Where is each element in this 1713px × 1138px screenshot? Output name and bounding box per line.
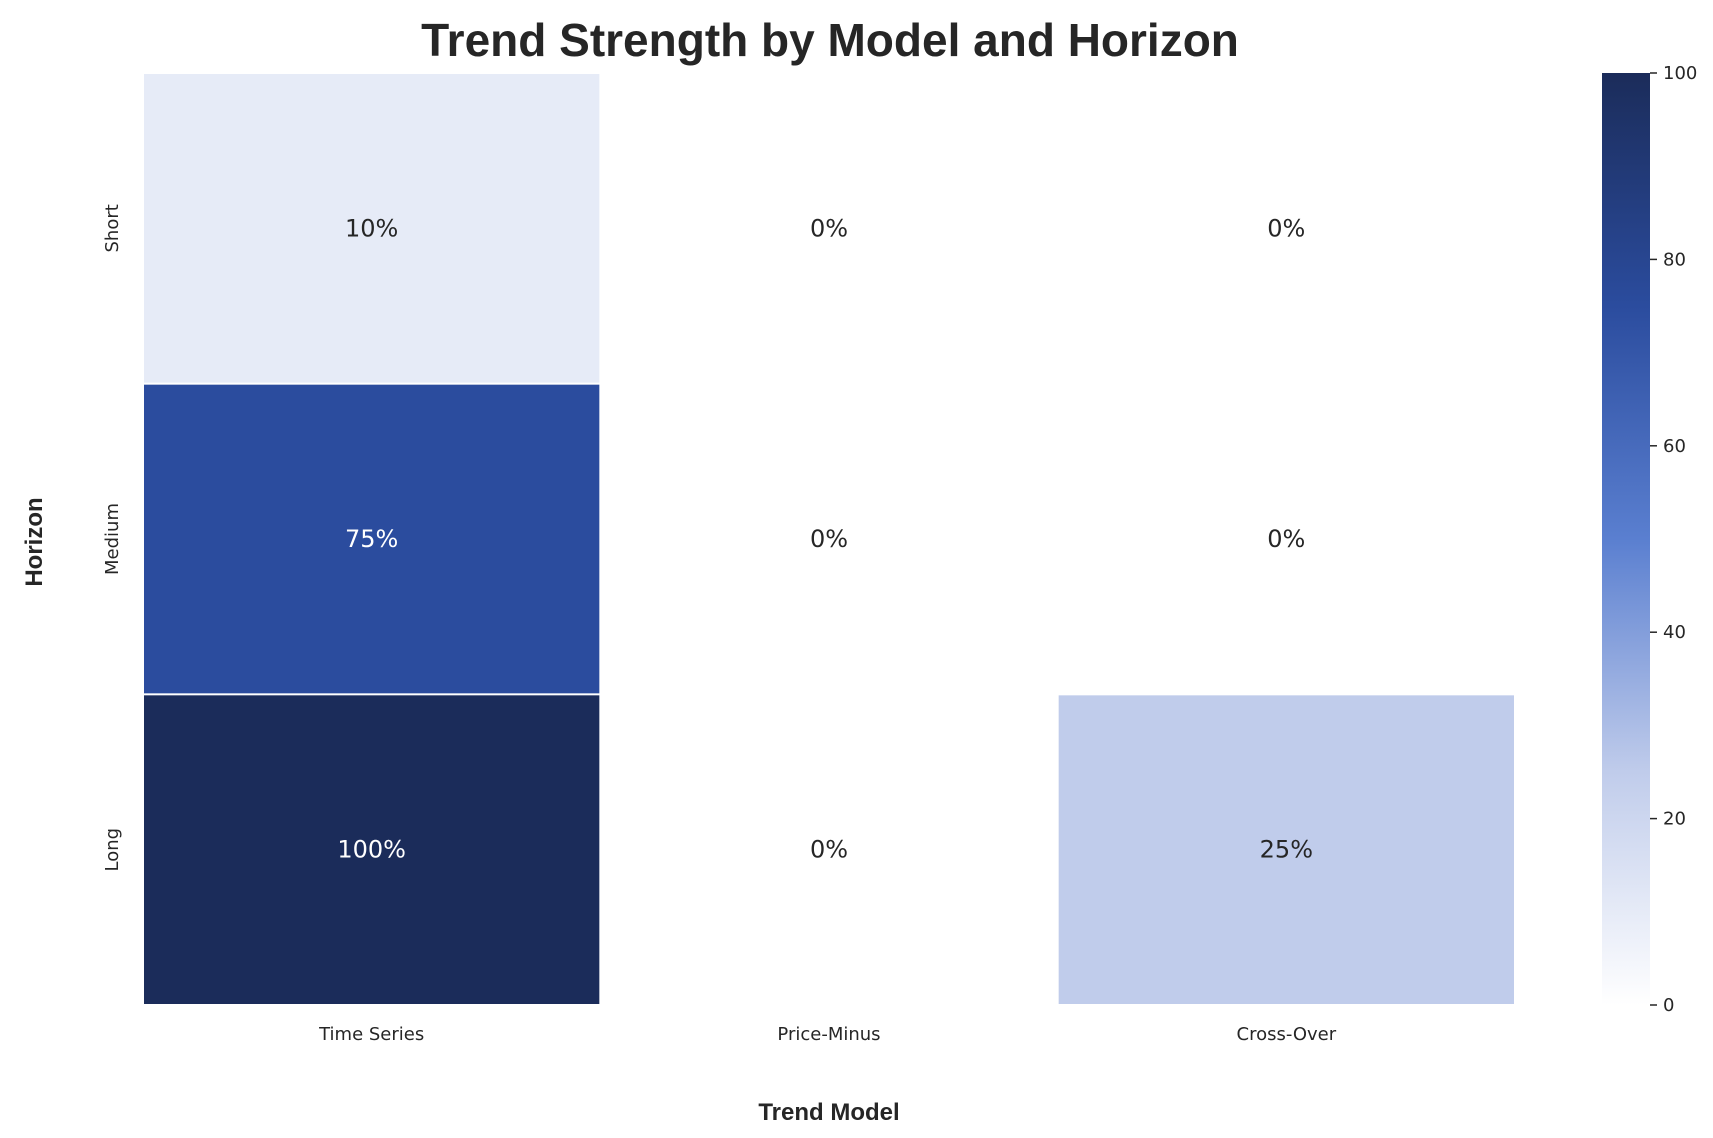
colorbar-tick-label: 60 (1663, 436, 1686, 457)
cell-value-label: 75% (345, 525, 398, 553)
x-axis-label: Trend Model (758, 1099, 899, 1126)
cell-value-label: 0% (810, 525, 848, 553)
y-tick-label: Long (102, 828, 123, 872)
y-tick-label: Medium (102, 503, 123, 575)
colorbar (1602, 73, 1650, 1005)
heatmap-cell (601, 74, 1057, 383)
heatmap-cell (1058, 695, 1514, 1004)
x-tick-label: Time Series (318, 1024, 424, 1045)
colorbar-tick-label: 80 (1663, 249, 1686, 270)
chart-title: Trend Strength by Model and Horizon (421, 14, 1239, 66)
cell-value-label: 0% (810, 214, 848, 242)
y-tick-label: Short (102, 204, 123, 252)
heatmap-cell (601, 384, 1057, 694)
heatmap-cell (601, 695, 1057, 1004)
heatmap-cell (144, 384, 600, 694)
colorbar-tick-label: 0 (1663, 995, 1674, 1016)
heatmap-cells (144, 74, 1514, 1004)
cell-value-label: 10% (345, 214, 398, 242)
colorbar-tick-label: 20 (1663, 809, 1686, 830)
x-tick-label: Cross-Over (1237, 1024, 1337, 1045)
colorbar-tick-label: 100 (1663, 63, 1697, 84)
y-tick-labels: Short Medium Long (102, 204, 123, 871)
cell-value-label: 100% (337, 836, 406, 864)
cell-value-label: 0% (810, 836, 848, 864)
cell-value-label: 25% (1260, 836, 1313, 864)
heatmap-cell (144, 695, 600, 1004)
y-axis-label: Horizon (21, 497, 48, 586)
heatmap-cell (1058, 384, 1514, 694)
colorbar-ticks: 0 20 40 60 80 100 (1650, 63, 1697, 1016)
x-tick-labels: Time Series Price-Minus Cross-Over (318, 1024, 1337, 1045)
heatmap-cell (1058, 74, 1514, 383)
colorbar-tick-label: 40 (1663, 622, 1686, 643)
cell-value-label: 0% (1267, 525, 1305, 553)
heatmap-cell-labels: 10% 0% 0% 75% 0% 0% 100% 0% 25% (337, 214, 1313, 863)
cell-value-label: 0% (1267, 214, 1305, 242)
heatmap-cell (144, 74, 600, 383)
x-tick-label: Price-Minus (777, 1024, 880, 1045)
